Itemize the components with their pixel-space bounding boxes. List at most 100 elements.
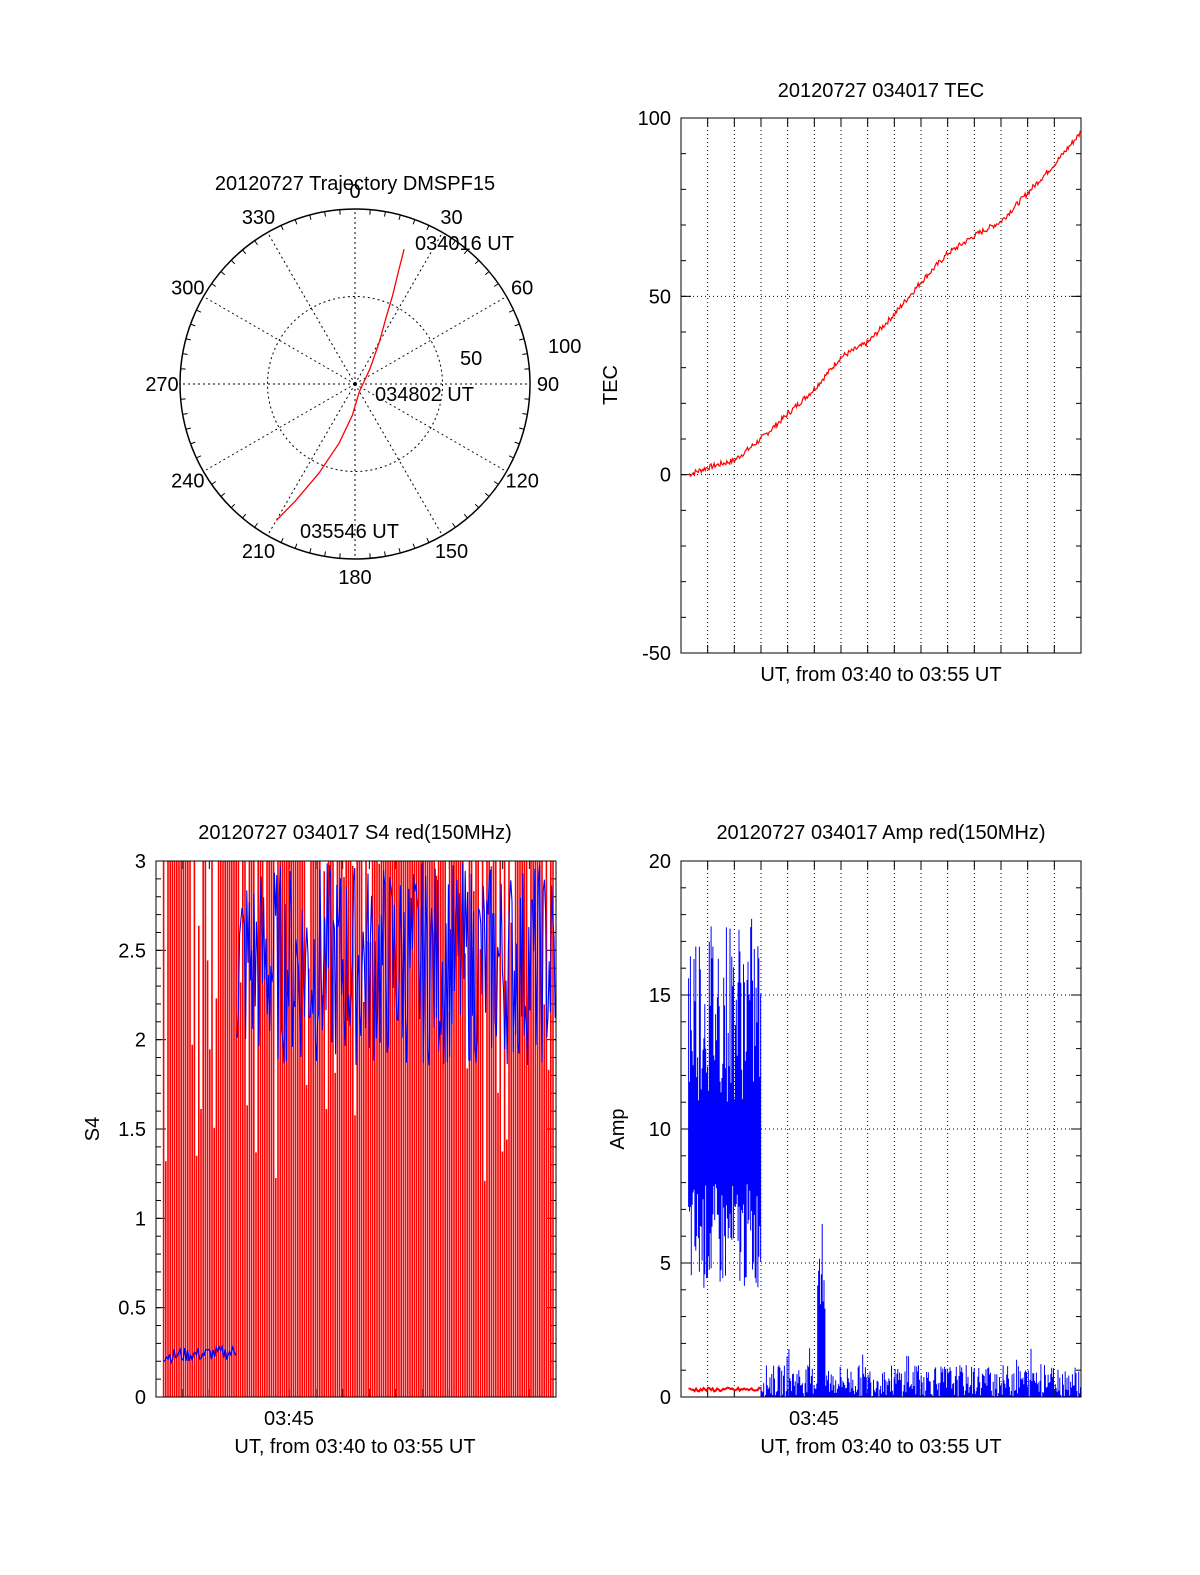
radial-label-100: 100 bbox=[548, 336, 581, 358]
polar-tick bbox=[294, 543, 298, 549]
polar-spoke bbox=[354, 383, 443, 536]
azimuth-label: 330 bbox=[242, 207, 275, 229]
annotation-start-time: 034016 UT bbox=[415, 233, 514, 255]
polar-tick bbox=[514, 441, 520, 445]
s4-red-spikes bbox=[162, 861, 554, 1397]
amp-y-label: Amp bbox=[607, 1108, 629, 1149]
polar-tick bbox=[463, 249, 468, 255]
polar-tick bbox=[522, 353, 528, 355]
polar-spoke bbox=[354, 296, 507, 385]
polar-tick bbox=[463, 513, 468, 519]
amp-series bbox=[688, 918, 1081, 1397]
polar-tick bbox=[190, 441, 196, 445]
polar-tick bbox=[280, 225, 284, 231]
polar-tick bbox=[522, 413, 528, 415]
polar-tick bbox=[230, 259, 236, 265]
y-tick-label: 0 bbox=[660, 1387, 671, 1409]
azimuth-label: 180 bbox=[338, 567, 371, 589]
y-tick-label: 100 bbox=[638, 108, 671, 130]
polar-tick bbox=[196, 309, 202, 313]
polar-tick bbox=[220, 271, 226, 276]
polar-tick bbox=[484, 492, 490, 497]
polar-tick bbox=[324, 551, 326, 557]
polar-tick bbox=[324, 211, 326, 217]
y-tick-label: 20 bbox=[649, 851, 671, 873]
polar-tick bbox=[398, 214, 401, 220]
y-tick-label: 50 bbox=[649, 286, 671, 308]
polar-tick bbox=[220, 492, 226, 497]
polar-spoke bbox=[203, 296, 356, 385]
polar-tick bbox=[185, 338, 191, 341]
s4-frame bbox=[155, 860, 557, 1398]
polar-tick bbox=[211, 481, 217, 485]
trajectory-polar-plot: 20120727 Trajectory DMSPF15 0 30 60 90 120 15… bbox=[145, 173, 581, 589]
y-tick-label: 1.5 bbox=[118, 1119, 146, 1141]
polar-tick bbox=[514, 323, 520, 327]
tec-y-label: TEC bbox=[600, 365, 622, 405]
y-tick-label: -50 bbox=[642, 643, 671, 665]
polar-tick bbox=[474, 503, 480, 509]
azimuth-label: 210 bbox=[242, 541, 275, 563]
azimuth-label: 90 bbox=[537, 374, 559, 396]
annotation-end-time: 035546 UT bbox=[300, 521, 399, 543]
polar-tick bbox=[519, 427, 525, 430]
y-tick-label: 0.5 bbox=[118, 1298, 146, 1320]
amp-x-tick-0345: 03:45 bbox=[789, 1408, 839, 1430]
polar-tick bbox=[254, 522, 258, 528]
s4-title: 20120727 034017 S4 red(150MHz) bbox=[198, 822, 512, 844]
azimuth-label: 120 bbox=[505, 471, 538, 493]
polar-tick bbox=[196, 455, 202, 459]
polar-grid bbox=[179, 208, 531, 560]
polar-tick bbox=[452, 240, 456, 246]
polar-tick bbox=[474, 259, 480, 265]
polar-ring-50 bbox=[267, 296, 443, 472]
polar-tick bbox=[211, 283, 217, 287]
polar-tick bbox=[309, 548, 312, 554]
azimuth-label: 60 bbox=[511, 278, 533, 300]
tec-plot: 20120727 034017 TEC 100 50 0 -50 UT, from 0… bbox=[600, 80, 1082, 686]
polar-tick bbox=[230, 503, 236, 509]
y-tick-label: 2 bbox=[135, 1030, 146, 1052]
tec-x-label: UT, from 03:40 to 03:55 UT bbox=[760, 664, 1001, 686]
trajectory-series bbox=[275, 249, 405, 521]
azimuth-label: 240 bbox=[171, 471, 204, 493]
tec-y-tick-labels: 100 50 0 -50 bbox=[638, 108, 671, 665]
polar-tick bbox=[493, 283, 499, 287]
annotation-mid-time: 034802 UT bbox=[375, 384, 474, 406]
polar-tick bbox=[484, 271, 490, 276]
s4-x-tick-0345: 03:45 bbox=[264, 1408, 314, 1430]
polar-tick bbox=[294, 219, 298, 225]
polar-tick bbox=[384, 211, 386, 217]
polar-tick bbox=[493, 481, 499, 485]
s4-x-label: UT, from 03:40 to 03:55 UT bbox=[234, 1436, 475, 1458]
polar-tick bbox=[412, 219, 416, 225]
y-tick-label: 2.5 bbox=[118, 940, 146, 962]
y-tick-label: 3 bbox=[135, 851, 146, 873]
polar-tick bbox=[309, 214, 312, 220]
y-tick-label: 0 bbox=[660, 465, 671, 487]
polar-tick bbox=[182, 353, 188, 355]
s4-blue-low-segment bbox=[163, 1344, 237, 1365]
amp-x-label: UT, from 03:40 to 03:55 UT bbox=[760, 1436, 1001, 1458]
polar-tick bbox=[242, 513, 247, 519]
polar-tick bbox=[398, 548, 401, 554]
s4-red-series bbox=[162, 861, 554, 1397]
amp-blue-early-noise bbox=[688, 918, 762, 1288]
azimuth-label: 0 bbox=[349, 181, 360, 203]
polar-spoke bbox=[267, 383, 356, 536]
azimuth-label: 30 bbox=[440, 207, 462, 229]
polar-spoke bbox=[354, 383, 507, 472]
polar-spoke bbox=[354, 232, 443, 385]
polar-tick bbox=[185, 427, 191, 430]
polar-tick bbox=[519, 338, 525, 341]
polar-tick bbox=[412, 543, 416, 549]
y-tick-label: 10 bbox=[649, 1119, 671, 1141]
polar-tick bbox=[452, 522, 456, 528]
azimuth-label: 150 bbox=[435, 541, 468, 563]
tec-title: 20120727 034017 TEC bbox=[778, 80, 984, 102]
s4-blue-series bbox=[163, 862, 556, 1365]
amp-y-tick-labels: 20 15 10 5 0 bbox=[649, 851, 671, 1409]
amp-plot: 20120727 034017 Amp red(150MHz) 20 15 10 5 0… bbox=[607, 822, 1082, 1458]
polar-tick bbox=[508, 309, 514, 313]
